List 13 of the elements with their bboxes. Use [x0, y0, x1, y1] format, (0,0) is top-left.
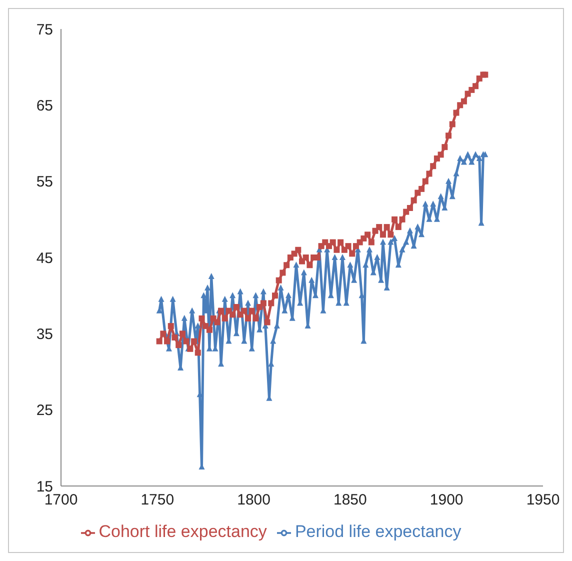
y-tick-label: 25: [36, 402, 53, 420]
y-tick-label: 75: [36, 21, 53, 38]
legend-label: Cohort life expectancy: [98, 522, 267, 541]
y-tick-label: 55: [36, 174, 53, 191]
x-tick-label: 1950: [526, 492, 560, 509]
x-tick-label: 1750: [140, 492, 174, 509]
legend-label: Period life expectancy: [294, 522, 462, 541]
y-tick-label: 65: [36, 97, 53, 114]
x-tick-label: 1900: [430, 492, 464, 509]
x-tick-label: 1800: [237, 492, 270, 509]
x-tick-label: 1850: [334, 492, 367, 509]
y-tick-label: 45: [36, 250, 53, 267]
y-tick-label: 35: [36, 326, 53, 343]
